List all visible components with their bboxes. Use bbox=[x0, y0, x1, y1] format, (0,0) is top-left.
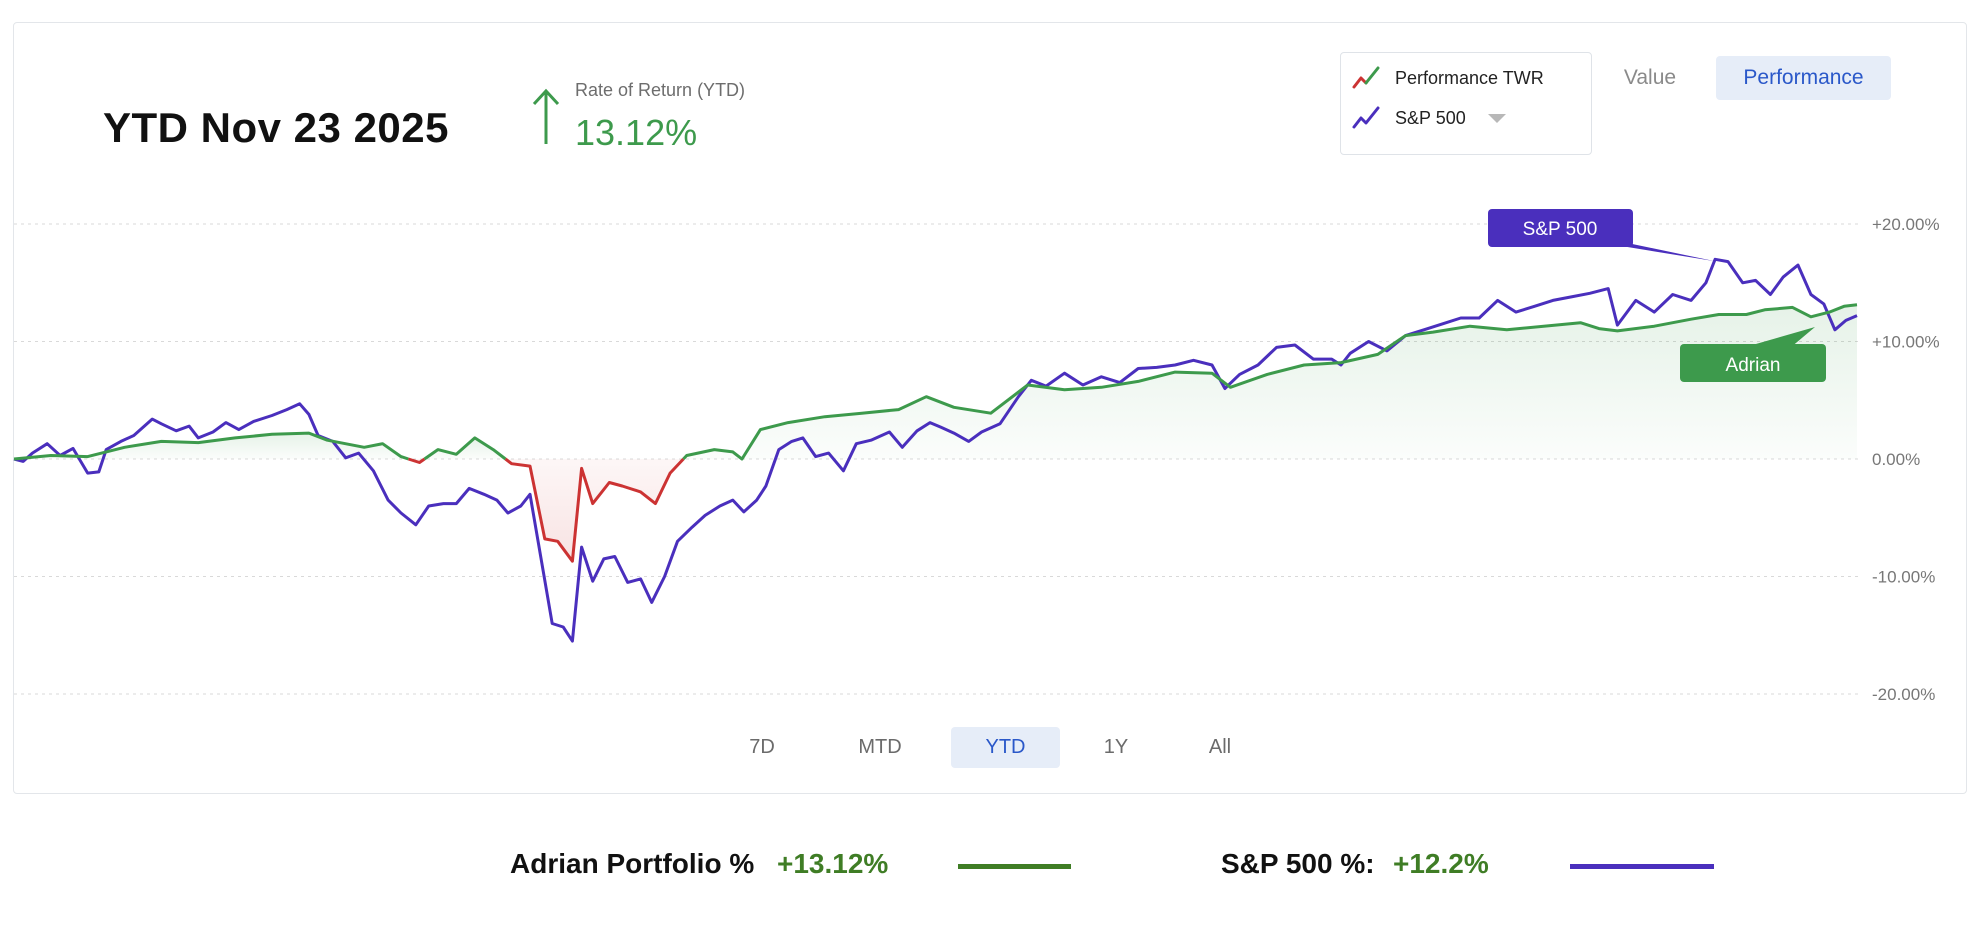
portfolio-summary-label: Adrian Portfolio % bbox=[510, 848, 755, 879]
range-button-7d[interactable]: 7D bbox=[749, 736, 775, 758]
legend-label: Performance TWR bbox=[1395, 67, 1544, 88]
range-button-mtd[interactable]: MTD bbox=[858, 736, 902, 758]
adrian-callout-label: Adrian bbox=[1726, 355, 1781, 376]
y-tick-label: 0.00% bbox=[1872, 450, 1920, 469]
portfolio-summary-value: +13.12% bbox=[777, 848, 889, 879]
legend-item-sp500[interactable]: S&P 500 bbox=[1351, 103, 1506, 133]
arrow-up-icon bbox=[532, 88, 560, 144]
chart-legend: Performance TWR S&P 500 bbox=[1340, 52, 1592, 155]
y-tick-label: -20.00% bbox=[1872, 685, 1935, 704]
performance-toggle-button[interactable]: Performance bbox=[1716, 56, 1891, 100]
sp500-callout: S&P 500 bbox=[1488, 209, 1716, 262]
portfolio-series-line bbox=[13, 431, 409, 461]
rate-of-return-label: Rate of Return (YTD) bbox=[575, 80, 746, 100]
chevron-down-icon[interactable] bbox=[1487, 113, 1506, 123]
portfolio-positive-area bbox=[683, 304, 1857, 459]
legend-label: S&P 500 bbox=[1395, 107, 1466, 128]
portfolio-series-line bbox=[423, 436, 507, 461]
line-chart-red-green-icon bbox=[1352, 66, 1380, 89]
portfolio-series-line-negative bbox=[407, 457, 426, 464]
portfolio-negative-area bbox=[505, 459, 684, 562]
y-tick-label: +20.00% bbox=[1872, 215, 1940, 234]
rate-of-return-value: 13.12% bbox=[575, 112, 698, 153]
range-button-all[interactable]: All bbox=[1208, 736, 1232, 758]
sp500-summary-value: +12.2% bbox=[1393, 848, 1489, 879]
adrian-callout: Adrian bbox=[1680, 327, 1826, 382]
sp500-summary-label: S&P 500 %: bbox=[1221, 848, 1375, 879]
value-toggle-button[interactable]: Value bbox=[1623, 66, 1677, 89]
sp500-line-swatch bbox=[1570, 864, 1714, 869]
portfolio-series-line-negative bbox=[504, 457, 685, 563]
range-button-ytd[interactable]: YTD bbox=[951, 727, 1060, 768]
sp500-series-line bbox=[13, 257, 1858, 643]
portfolio-line-swatch bbox=[958, 864, 1071, 869]
y-tick-label: +10.00% bbox=[1872, 333, 1940, 352]
portfolio-positive-area bbox=[14, 433, 409, 459]
legend-item-performance-twr[interactable]: Performance TWR bbox=[1351, 63, 1544, 93]
line-chart-purple-icon bbox=[1352, 106, 1380, 129]
portfolio-series-line bbox=[682, 303, 1858, 461]
page-title: YTD Nov 23 2025 bbox=[103, 104, 450, 151]
y-tick-label: -10.00% bbox=[1872, 568, 1935, 587]
sp500-callout-label: S&P 500 bbox=[1523, 219, 1598, 240]
range-button-1y[interactable]: 1Y bbox=[1103, 736, 1129, 758]
